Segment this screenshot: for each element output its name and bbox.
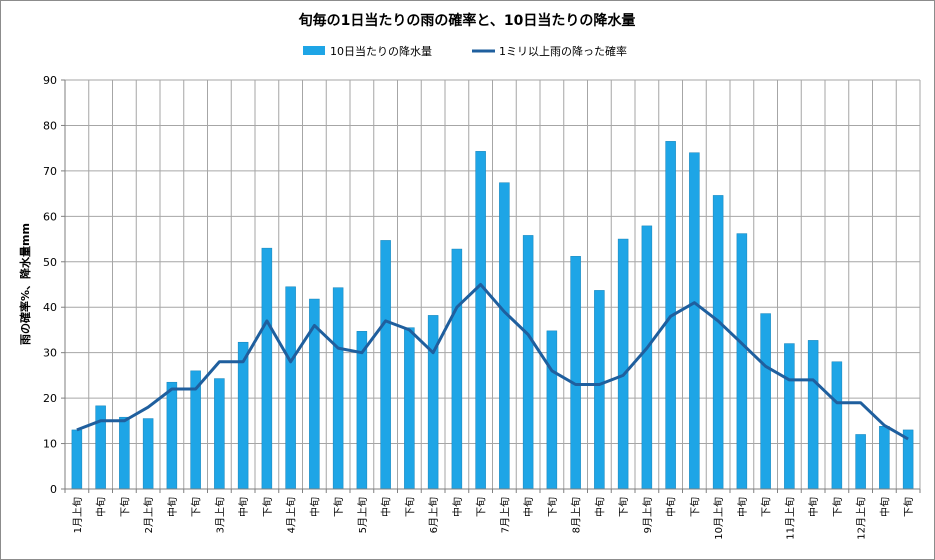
x-tick-label: 6月上旬 — [427, 497, 440, 533]
bar — [285, 286, 296, 490]
x-tick-label: 5月上旬 — [356, 497, 369, 533]
x-tick-label: 7月上旬 — [498, 497, 511, 533]
x-tick-label: 中旬 — [451, 497, 464, 517]
y-tick-label: 70 — [43, 165, 57, 178]
bar — [166, 381, 178, 490]
legend-label-probability: 1ミリ以上雨の降った確率 — [499, 44, 627, 58]
gridlines — [65, 79, 921, 489]
x-tick-label: 2月上旬 — [142, 497, 155, 533]
x-tick-label: 下旬 — [261, 497, 274, 517]
bar — [712, 195, 724, 490]
x-tick-label: 中旬 — [807, 497, 820, 517]
y-tick-label: 80 — [43, 119, 57, 132]
bar — [380, 240, 391, 490]
bar — [404, 327, 415, 490]
y-axis-label: 雨の確率%、降水量mm — [18, 223, 32, 345]
x-tick-label: 下旬 — [403, 497, 416, 517]
x-tick-label: 中旬 — [665, 497, 678, 517]
x-tick-label: 中旬 — [593, 497, 606, 517]
y-tick-label: 30 — [43, 347, 57, 360]
x-tick-labels: 1月上旬 中旬 下旬 2月上旬 中旬 下旬 3月上旬 中旬 下旬 4月上旬 中旬 下旬 5月上旬 中旬 下旬… — [71, 497, 915, 540]
x-tick-label: 下旬 — [688, 497, 701, 517]
bar — [95, 405, 106, 490]
bar — [570, 256, 581, 490]
chart-title: 旬毎の1日当たりの雨の確率と、10日当たりの降水量 — [298, 12, 636, 29]
bar — [332, 287, 344, 490]
y-tick-label: 50 — [43, 256, 57, 269]
bar — [71, 429, 83, 490]
x-tick-label: 中旬 — [95, 497, 108, 517]
bar — [594, 290, 605, 490]
bar — [831, 361, 843, 490]
x-tick-label: 9月上旬 — [641, 497, 654, 533]
y-tick-label: 20 — [43, 392, 57, 405]
bar — [641, 225, 653, 490]
y-tick-label: 0 — [50, 483, 57, 496]
x-tick-label: 中旬 — [166, 497, 179, 517]
bar — [689, 152, 700, 490]
x-tick-label: 下旬 — [190, 497, 203, 517]
bar — [736, 233, 748, 490]
bar — [760, 313, 771, 490]
x-tick-label: 下旬 — [760, 497, 773, 517]
x-tick-label: 11月上旬 — [783, 497, 796, 540]
x-tick-label: 中旬 — [237, 497, 250, 517]
x-tick-label: 下旬 — [617, 497, 630, 517]
x-tick-label: 中旬 — [380, 497, 393, 517]
x-tick-label: 中旬 — [522, 497, 535, 517]
legend-swatch-precipitation — [303, 46, 325, 55]
x-tick-label: 12月上旬 — [855, 497, 868, 540]
legend-label-precipitation: 10日当たりの降水量 — [330, 44, 432, 58]
y-tick-labels: 0 10 20 30 40 50 60 70 80 90 — [43, 74, 57, 496]
bar — [546, 330, 558, 490]
bar — [475, 151, 486, 490]
bar — [356, 331, 368, 490]
x-tick-label: 下旬 — [475, 497, 488, 517]
bar — [807, 340, 819, 490]
bar — [855, 434, 866, 490]
probability-line — [76, 283, 909, 441]
bar — [142, 418, 154, 490]
x-tick-label: 1月上旬 — [71, 497, 84, 533]
bar — [879, 426, 890, 490]
bar — [427, 315, 439, 490]
y-tick-label: 10 — [43, 438, 57, 451]
line-series — [76, 283, 909, 441]
bar — [119, 416, 130, 490]
x-tick-label: 下旬 — [902, 497, 915, 517]
x-tick-label: 下旬 — [831, 497, 844, 517]
bar — [499, 182, 510, 490]
x-tick-label: 3月上旬 — [213, 497, 226, 533]
x-tick-label: 下旬 — [118, 497, 131, 517]
x-tick-label: 中旬 — [878, 497, 891, 517]
x-tick-label: 中旬 — [736, 497, 749, 517]
bar — [214, 378, 225, 490]
x-tick-label: 8月上旬 — [570, 497, 583, 533]
bar — [522, 235, 534, 490]
bar — [237, 341, 249, 490]
legend: 10日当たりの降水量 1ミリ以上雨の降った確率 — [303, 44, 627, 58]
bar — [617, 238, 629, 490]
x-tick-label: 下旬 — [546, 497, 559, 517]
bar — [261, 247, 273, 490]
x-tick-label: 10月上旬 — [712, 497, 725, 540]
bar — [451, 248, 463, 490]
y-tick-label: 60 — [43, 210, 57, 223]
x-tick-label: 中旬 — [308, 497, 321, 517]
y-tick-label: 40 — [43, 301, 57, 314]
x-tick-label: 4月上旬 — [285, 497, 298, 533]
x-tick-label: 下旬 — [332, 497, 345, 517]
axes — [61, 79, 921, 493]
bar — [784, 343, 795, 490]
y-tick-label: 90 — [43, 74, 57, 87]
